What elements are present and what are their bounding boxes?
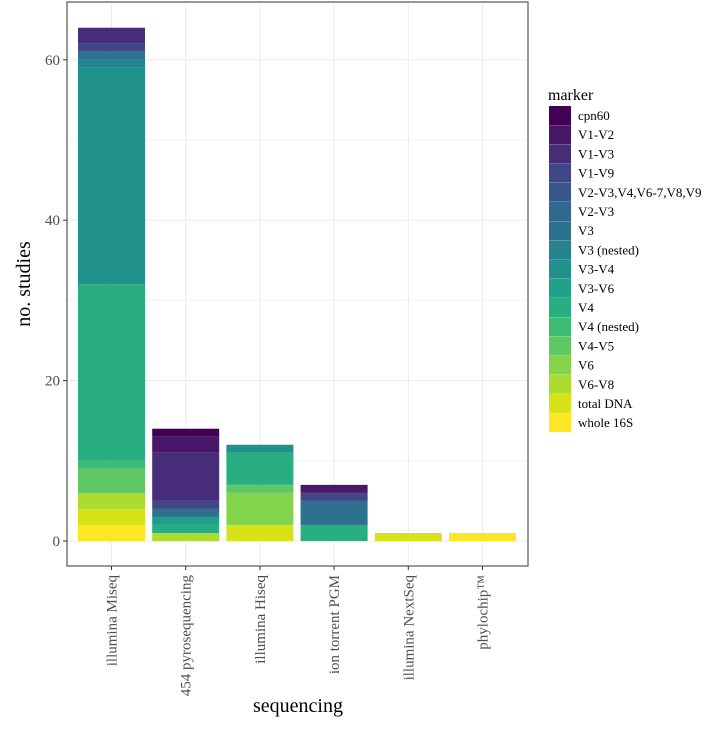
x-tick-label: illumina Hiseq	[253, 575, 269, 664]
legend-swatch	[549, 259, 571, 279]
bar-segment	[78, 508, 145, 525]
bar-segment	[152, 532, 220, 541]
bar-segment	[300, 524, 368, 541]
bar-segment	[152, 436, 220, 453]
bar-segment	[78, 524, 145, 541]
bar-segment	[374, 532, 442, 541]
legend-label: whole 16S	[578, 415, 633, 430]
legend-label: V3-V4	[578, 262, 615, 277]
bar-segment	[152, 452, 220, 501]
legend-label: V2-V3,V4,V6-7,V8,V9	[578, 185, 702, 200]
bar-segment	[78, 460, 145, 469]
bar-segment	[152, 524, 220, 533]
legend-label: V1-V9	[578, 166, 614, 181]
legend-swatch	[549, 374, 571, 394]
legend-label: total DNA	[578, 396, 633, 411]
legend-swatch	[549, 413, 571, 433]
legend-swatch	[549, 221, 571, 241]
legend-label: V6	[578, 358, 594, 373]
legend-label: V1-V3	[578, 146, 614, 161]
bar-segment	[152, 428, 220, 437]
y-axis-label: no. studies	[13, 241, 35, 327]
bar-segment	[152, 500, 220, 509]
bar-segment	[152, 516, 220, 525]
legend-label: V3 (nested)	[578, 242, 639, 257]
bar-segment	[226, 444, 294, 453]
x-tick-label: illumina NextSeq	[401, 575, 417, 681]
legend-swatch	[549, 394, 571, 413]
bar-segment	[449, 532, 516, 541]
bar-segment	[78, 492, 145, 509]
bar-segment	[300, 492, 368, 501]
legend-swatch	[549, 336, 571, 356]
y-tick-label: 40	[45, 213, 60, 229]
legend-label: V6-V8	[578, 377, 614, 392]
y-tick-label: 60	[45, 53, 60, 69]
bar-segment	[226, 492, 294, 525]
legend-swatch	[549, 144, 571, 164]
x-axis-label: sequencing	[253, 695, 343, 717]
legend-swatch	[549, 278, 571, 298]
bar-segment	[78, 43, 145, 52]
legend-swatch	[549, 106, 571, 125]
bar-segment	[226, 484, 294, 493]
legend-swatch	[549, 317, 571, 337]
legend-label: V3-V6	[578, 281, 615, 296]
bar-segment	[300, 484, 368, 493]
legend-swatch	[549, 298, 571, 317]
bar-segment	[78, 67, 145, 285]
legend-label: V2-V3	[578, 204, 614, 219]
x-tick-label: ion torrent PGM	[327, 575, 343, 674]
legend-label: V3	[578, 223, 594, 238]
legend-swatch	[549, 163, 571, 183]
legend-swatch	[549, 182, 571, 202]
legend-label: V4-V5	[578, 338, 614, 353]
legend-swatch	[549, 355, 571, 375]
bar-segment	[78, 51, 145, 60]
bar-segment	[78, 468, 145, 493]
legend-swatch	[549, 240, 571, 260]
x-tick-label: phylochip™	[476, 575, 492, 650]
bar-segment	[152, 508, 220, 517]
x-tick-label: illumina Miseq	[105, 575, 121, 667]
bar-segment	[226, 524, 294, 541]
bar-segment	[78, 284, 145, 461]
bar-segment	[78, 59, 145, 68]
legend-label: V4	[578, 300, 594, 315]
x-tick-label: 454 pyrosequencing	[179, 575, 195, 697]
legend-swatch	[549, 202, 571, 221]
legend-title: marker	[548, 87, 594, 104]
bar-segment	[226, 452, 294, 485]
bar-segment	[300, 500, 368, 525]
y-tick-label: 20	[45, 374, 60, 390]
legend-label: cpn60	[578, 108, 610, 123]
y-tick-label: 0	[53, 534, 61, 550]
legend-label: V1-V2	[578, 127, 614, 142]
bar-segment	[78, 27, 145, 44]
legend-swatch	[549, 125, 571, 145]
legend-label: V4 (nested)	[578, 319, 639, 334]
